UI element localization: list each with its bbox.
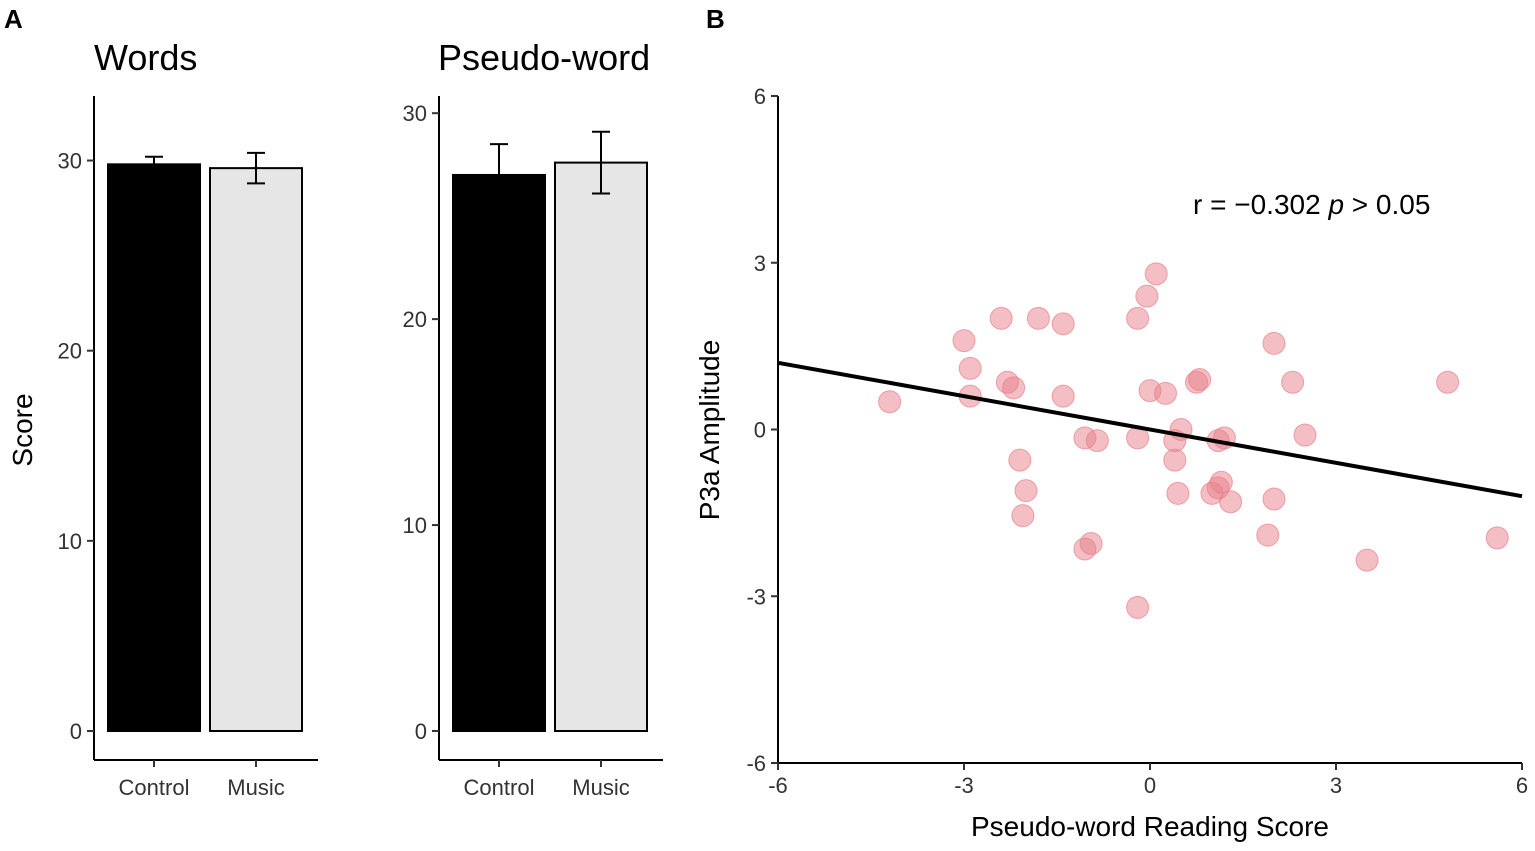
correlation-r-text: r = −0.302 — [1193, 189, 1328, 220]
data-point — [1256, 523, 1280, 547]
y-tick-label: 30 — [403, 101, 427, 126]
data-point — [1209, 470, 1233, 494]
data-point — [1135, 284, 1159, 308]
bar-music — [554, 161, 648, 733]
data-point — [1281, 370, 1305, 394]
data-point — [878, 390, 902, 414]
data-point — [1002, 376, 1026, 400]
y-tick-label: 10 — [58, 529, 82, 554]
data-point — [1163, 448, 1187, 472]
panel-label-b: B — [706, 4, 725, 34]
data-point — [1051, 312, 1075, 336]
y-tick-label: 6 — [754, 84, 766, 109]
x-tick-label: 6 — [1516, 773, 1528, 798]
bar-music — [209, 167, 303, 732]
correlation-p-text: > 0.05 — [1344, 189, 1430, 220]
bar-control — [452, 173, 546, 733]
data-point — [1188, 367, 1212, 391]
data-point — [1436, 370, 1460, 394]
x-tick-label: -6 — [768, 773, 788, 798]
y-tick-label: 0 — [415, 719, 427, 744]
y-tick-label: -3 — [746, 584, 766, 609]
data-point — [1262, 487, 1286, 511]
regression-line — [777, 360, 1523, 499]
scatter-y-axis-title: P3a Amplitude — [694, 340, 725, 521]
words-chart-title: Words — [94, 37, 197, 78]
data-point — [1293, 423, 1317, 447]
data-point — [1051, 384, 1075, 408]
y-tick-label: 0 — [754, 418, 766, 443]
y-tick-label: -6 — [746, 751, 766, 776]
y-tick-label: 0 — [70, 719, 82, 744]
bar-control — [107, 163, 201, 733]
data-point — [1144, 262, 1168, 286]
y-tick-label: 3 — [754, 251, 766, 276]
data-point — [952, 329, 976, 353]
x-tick-label: Control — [119, 775, 190, 800]
x-tick-label: Control — [464, 775, 535, 800]
data-point — [1014, 479, 1038, 503]
data-point — [1154, 381, 1177, 405]
panel-label-a: A — [4, 4, 23, 34]
data-point — [1011, 504, 1035, 528]
data-point — [1355, 548, 1379, 572]
y-tick-label: 20 — [403, 307, 427, 332]
data-point — [1008, 448, 1032, 472]
words-y-axis-title: Score — [7, 393, 38, 466]
y-tick-label: 10 — [403, 513, 427, 538]
words-bar-chart: Words Score 0 10 20 30 Control Music — [7, 37, 318, 800]
data-point — [1079, 531, 1103, 555]
pseudo-word-chart-title: Pseudo-word — [438, 37, 650, 78]
y-tick-label: 30 — [58, 149, 82, 174]
data-point — [958, 356, 982, 380]
x-tick-label: -3 — [954, 773, 974, 798]
data-point — [1485, 526, 1509, 550]
correlation-annotation: r = −0.302 p > 0.05 — [1193, 189, 1430, 220]
x-tick-label: 3 — [1330, 773, 1342, 798]
data-point — [1126, 595, 1150, 619]
data-point — [1262, 331, 1286, 355]
data-point — [1085, 429, 1109, 453]
y-tick-label: 20 — [58, 339, 82, 364]
p3a-scatter-plot: P3a Amplitude Pseudo-word Reading Score … — [694, 84, 1528, 842]
data-point — [1166, 481, 1190, 505]
x-tick-label: 0 — [1144, 773, 1156, 798]
data-point — [1026, 306, 1050, 330]
data-point — [1126, 306, 1150, 330]
pseudo-word-bar-chart: Pseudo-word 0 10 20 30 Control Music — [403, 37, 663, 800]
x-tick-label: Music — [572, 775, 629, 800]
x-tick-label: Music — [227, 775, 284, 800]
data-point — [989, 306, 1013, 330]
data-point — [1219, 490, 1243, 514]
correlation-p-symbol: p — [1327, 189, 1344, 220]
scatter-x-axis-title: Pseudo-word Reading Score — [971, 811, 1329, 842]
